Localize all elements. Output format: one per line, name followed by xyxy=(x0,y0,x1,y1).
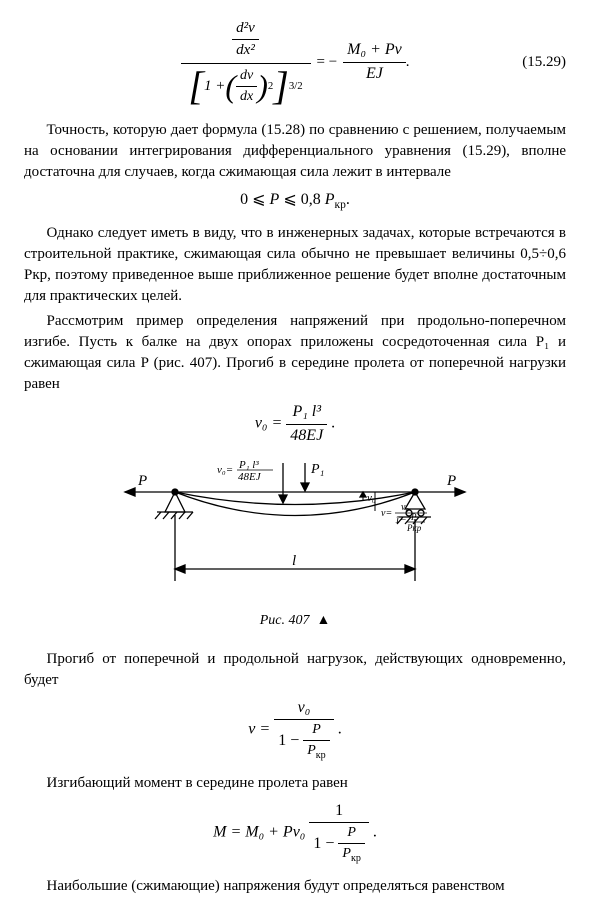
eq-v-den-pre: 1 − xyxy=(278,732,303,749)
eq-v0-den: 48EJ xyxy=(286,425,327,447)
paragraph-4: Прогиб от поперечной и продольной нагруз… xyxy=(24,649,566,691)
eq-v-tail: . xyxy=(338,720,342,737)
eq-15-29-rhs-den: EJ xyxy=(343,63,406,85)
fig-label-l: l xyxy=(292,553,296,569)
paragraph-2: Однако следует иметь в виду, что в инжен… xyxy=(24,223,566,307)
eq-15-29-lhs-num-bot: dx² xyxy=(232,40,259,61)
fig-caption-text: Рис. 407 xyxy=(260,613,310,628)
fig-v-num: v₀ xyxy=(401,502,409,513)
eq-M-den-Pkp: P xyxy=(342,846,351,861)
eq-v-lhs: v = xyxy=(248,720,274,737)
fig-v0-den: 48EJ xyxy=(238,471,262,483)
equation-interval: 0 ⩽ P ⩽ 0,8 Pкр. xyxy=(24,189,566,213)
eq-15-29-outer-pow: 3/2 xyxy=(289,79,303,94)
paragraph-1: Точность, которую дает формула (15.28) п… xyxy=(24,120,566,183)
interval-sub: кр xyxy=(335,199,346,211)
eq-15-29-rhs-num: M₀ + Pv xyxy=(343,39,406,62)
equation-15-29: d²v dx² [ 1 + ( dv dx ) 2 ] 3/2 = − M xyxy=(24,18,566,106)
eq-15-29-tail: . xyxy=(406,52,410,73)
eq-M-den-pre: 1 − xyxy=(313,835,338,852)
fig-label-P-left: P xyxy=(137,473,147,489)
equation-M: M = M₀ + Pv₀ 1 1 − P Pкр . xyxy=(24,800,566,866)
eq-15-29-equals: = − xyxy=(311,52,344,73)
interval-Pkp: P xyxy=(325,191,335,208)
fig-v-den-den: Pкр xyxy=(406,523,422,533)
paragraph-3: Рассмотрим пример определения напряжений… xyxy=(24,311,566,395)
fig-label-P1: P₁ xyxy=(310,462,324,477)
eq-M-den-P: P xyxy=(338,823,365,844)
fig-v-lhs: v= xyxy=(381,508,392,519)
eq-15-29-inner-num: dv xyxy=(236,66,257,87)
fig-v-den-num: P xyxy=(410,512,417,522)
fig-v0-mark: v₀ xyxy=(367,492,376,504)
eq-M-lhs: M = M₀ + Pv₀ xyxy=(213,823,309,840)
paragraph-5: Изгибающий момент в середине пролета рав… xyxy=(24,773,566,794)
fig-v0-lhs: v₀= xyxy=(217,464,233,476)
eq-15-29-inner-den: dx xyxy=(236,87,257,107)
eq-v-den-sub: кр xyxy=(316,750,326,761)
eq-15-29-den-prefix: 1 + xyxy=(204,76,225,97)
fig-v-den-pre: 1− xyxy=(395,515,407,526)
paragraph-6: Наибольшие (сжимающие) напряжения будут … xyxy=(24,876,566,897)
interval-rhs1: ⩽ 0,8 xyxy=(279,191,324,208)
figure-407: P P P₁ l v₀= P₁ l³ 48EJ v₀ v= v₀ 1− P Pк… xyxy=(24,457,566,607)
equation-number-15-29: (15.29) xyxy=(522,52,566,73)
interval-lhs: 0 ⩽ xyxy=(240,191,269,208)
eq-M-den-sub: кр xyxy=(351,853,361,864)
eq-v0-num: P₁ l³ xyxy=(286,401,327,424)
interval-P: P xyxy=(270,191,280,208)
eq-15-29-lhs-num-top: d²v xyxy=(232,18,259,40)
eq-M-tail: . xyxy=(373,823,377,840)
equation-v0: v₀ = P₁ l³ 48EJ . xyxy=(24,401,566,447)
eq-v-num: v₀ xyxy=(274,697,334,720)
figure-407-caption: Рис. 407 ▲ xyxy=(24,611,566,631)
eq-v-den-P: P xyxy=(303,720,330,741)
eq-v-den-Pkp: P xyxy=(307,743,316,758)
equation-v: v = v₀ 1 − P Pкр . xyxy=(24,697,566,763)
eq-v0-tail: . xyxy=(331,415,335,432)
fig-v0-num: P₁ l³ xyxy=(238,459,259,471)
interval-end: . xyxy=(346,191,350,208)
fig-label-P-right: P xyxy=(446,473,456,489)
eq-v0-lhs: v₀ = xyxy=(255,415,286,432)
eq-M-num: 1 xyxy=(309,800,369,823)
